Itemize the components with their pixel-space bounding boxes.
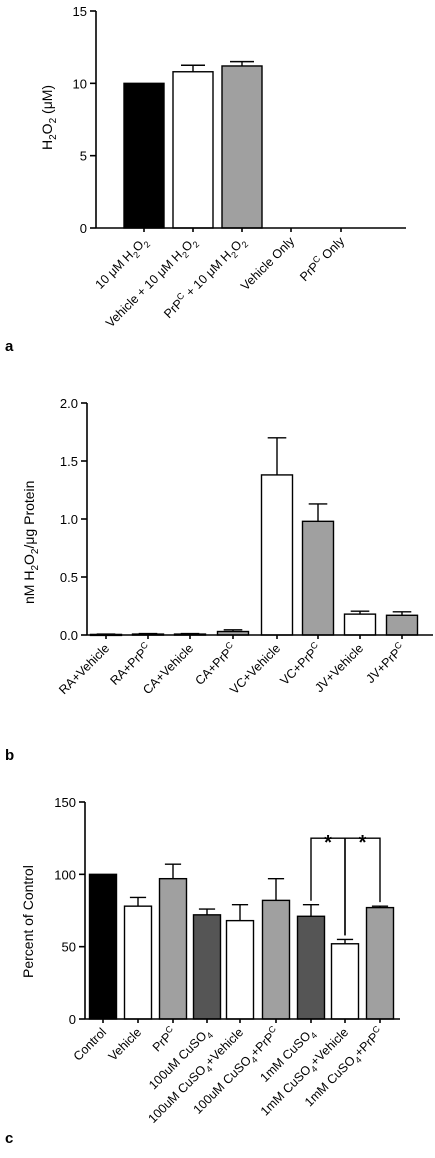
- panel-b-error-bar: [267, 437, 287, 475]
- panel-a-bars: [123, 65, 263, 229]
- panel-c-bar: [296, 915, 326, 1020]
- panel-a-category-label: Vehicle Only: [238, 234, 298, 294]
- panel-c-category-label: Control: [71, 1025, 109, 1063]
- panel-a-category-label: PrPC Only: [296, 232, 348, 284]
- panel-c-significance-bracket: *: [344, 832, 381, 936]
- panel-b-letter: b: [5, 747, 14, 764]
- panel-b-category-label: RA+Vehicle: [56, 641, 112, 697]
- panel-b-ylabel: nM H2O2/μg Protein: [21, 481, 41, 604]
- panel-a-ytick-label: 10: [73, 76, 87, 91]
- panel-c-error-bar: [164, 863, 182, 879]
- panel-c-ytick-label: 50: [62, 940, 76, 955]
- panel-b-error-bar: [223, 629, 243, 632]
- panel-a-bar: [123, 82, 165, 229]
- panel-b-bar: [301, 520, 335, 636]
- panel-b-bar: [343, 613, 377, 636]
- panel-b-bar: [385, 614, 419, 636]
- panel-c-significance: * *: [310, 832, 381, 936]
- panel-a-ytick-label: 15: [73, 4, 87, 19]
- panel-a-letter: a: [5, 338, 14, 355]
- panel-c-error-bar: [129, 896, 147, 907]
- panel-b-ytick-label: 2.0: [60, 396, 78, 411]
- panel-b-category-label: JV+Vehicle: [312, 641, 366, 695]
- panel-c-bars: [88, 873, 395, 1020]
- panel-c-errors: [129, 863, 389, 944]
- panel-b-category-label: CA+Vehicle: [140, 641, 196, 697]
- panel-c-error-bar: [231, 904, 249, 921]
- panel-b-yticks: 0.0 0.5 1.0 1.5 2.0: [60, 396, 87, 643]
- panel-c-bar: [261, 899, 291, 1020]
- panel-c-ytick-label: 100: [54, 867, 76, 882]
- panel-c-error-bar: [336, 938, 354, 944]
- panel-b-bar: [260, 474, 294, 636]
- panel-c-bar: [192, 914, 222, 1020]
- panel-a-error-bar: [181, 64, 205, 72]
- panel-b-category-label: JV+PrPC: [362, 639, 408, 685]
- panel-b-categories: RA+VehicleRA+PrPCCA+VehicleCA+PrPCVC+Veh…: [56, 635, 408, 697]
- panel-a-yticks: 0 5 10 15: [73, 4, 96, 236]
- panel-a-ytick-label: 5: [80, 149, 87, 164]
- panel-c-bar: [330, 943, 360, 1020]
- panel-a-category-label: PrPC + 10 μM H2O2: [160, 233, 250, 323]
- panel-b-errors: [96, 437, 412, 635]
- panel-b-error-bar: [308, 503, 328, 522]
- panel-c-category-label: PrPC: [148, 1023, 179, 1054]
- panel-a-bar: [172, 71, 214, 229]
- panel-c-error-bar: [302, 904, 320, 917]
- panel-c-ytick-label: 150: [54, 795, 76, 810]
- panel-c-error-bar: [198, 908, 216, 915]
- panel-b-category-label: CA+PrPC: [191, 639, 239, 687]
- panel-b-ytick-label: 1.5: [60, 454, 78, 469]
- panel-a-bar: [221, 65, 263, 229]
- panel-a-ylabel: H2O2 (μM): [39, 85, 59, 150]
- panel-b-error-bar: [350, 610, 370, 615]
- panel-b-ytick-label: 0.5: [60, 570, 78, 585]
- panel-c-ylabel: Percent of Control: [20, 865, 36, 978]
- panel-c-yticks: 0 50 100 150: [54, 795, 85, 1027]
- panel-a-ytick-label: 0: [80, 221, 87, 236]
- panel-c-ytick-label: 0: [69, 1012, 76, 1027]
- panel-c-significance-label: *: [359, 832, 367, 854]
- panel-c-error-bar: [267, 877, 285, 901]
- panel-a-category-label: Vehicle + 10 μM H2O2: [103, 234, 201, 332]
- panel-b: 0.0 0.5 1.0 1.5 2.0 RA+VehicleRA+PrPCCA+Vehi…: [5, 396, 433, 764]
- panel-c-bar: [123, 905, 153, 1020]
- panel-c-letter: c: [5, 1130, 13, 1147]
- panel-b-error-bar: [392, 611, 412, 616]
- panel-b-ytick-label: 0.0: [60, 628, 78, 643]
- panel-c-bar: [365, 906, 395, 1020]
- panel-c-category-label: Vehicle: [106, 1025, 144, 1063]
- panel-a-errors: [181, 60, 254, 72]
- panel-b-category-label: VC+Vehicle: [227, 641, 283, 697]
- panel-c-bar: [88, 873, 118, 1020]
- panel-a-error-bar: [230, 60, 254, 66]
- panel-c-bar: [158, 877, 188, 1020]
- panel-c-significance-label: *: [324, 832, 332, 854]
- panel-c-error-bar: [371, 905, 389, 908]
- panel-c-bar: [225, 919, 255, 1020]
- panel-b-ytick-label: 1.0: [60, 512, 78, 527]
